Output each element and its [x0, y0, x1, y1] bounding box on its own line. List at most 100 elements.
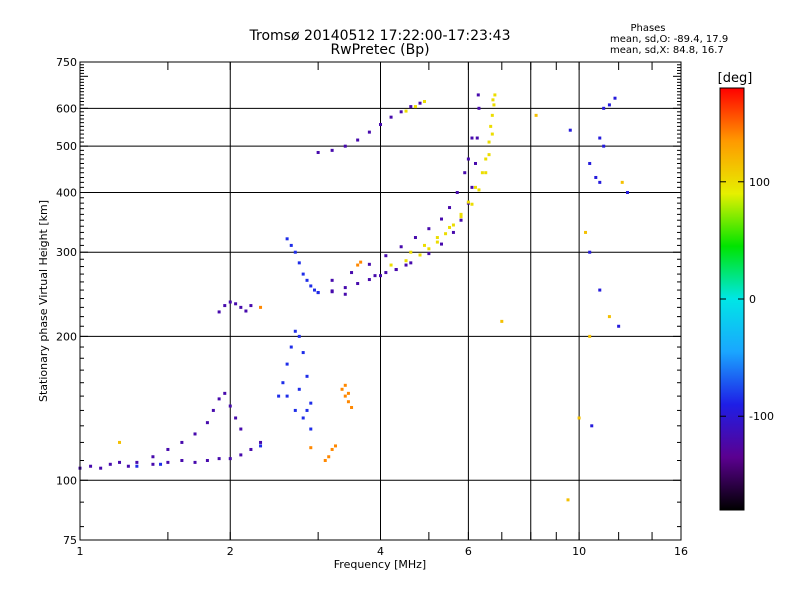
- data-point: [440, 217, 444, 221]
- data-point: [356, 138, 360, 142]
- y-tick-labels: 75 100 200 300 400 500 600 750: [56, 56, 77, 547]
- data-point: [343, 383, 347, 387]
- data-point: [350, 405, 354, 409]
- x-axis-label: Frequency [MHz]: [334, 558, 426, 571]
- data-point: [451, 230, 455, 234]
- data-point: [346, 400, 350, 404]
- data-point: [343, 394, 347, 398]
- colorbar-tick-label: 0: [749, 293, 756, 306]
- data-point: [389, 263, 393, 267]
- y-tick-label: 750: [56, 56, 77, 69]
- data-point: [480, 171, 484, 175]
- data-point: [118, 460, 122, 464]
- data-point: [340, 387, 344, 391]
- data-point: [473, 161, 477, 165]
- data-point: [323, 458, 327, 462]
- data-point: [477, 188, 481, 192]
- data-point: [384, 271, 388, 275]
- data-point: [427, 247, 431, 251]
- y-tick-label: 400: [56, 186, 77, 199]
- data-point: [281, 381, 285, 385]
- data-point: [409, 250, 413, 254]
- data-point: [346, 391, 350, 395]
- data-point: [309, 427, 313, 431]
- data-point: [459, 215, 463, 219]
- data-point: [297, 387, 301, 391]
- data-point: [409, 105, 413, 109]
- data-point: [244, 309, 248, 313]
- x-tick-labels: 1 2 4 6 10 16: [77, 545, 689, 558]
- data-point: [228, 300, 232, 304]
- data-point: [594, 175, 598, 179]
- data-point: [413, 236, 417, 240]
- data-point: [566, 498, 570, 502]
- data-point: [301, 351, 305, 355]
- data-point: [534, 113, 538, 117]
- data-point: [99, 466, 103, 470]
- data-point: [285, 394, 289, 398]
- data-point: [234, 302, 238, 306]
- data-point: [435, 236, 439, 240]
- phase-colorbar: [deg] -100 0 100: [718, 71, 774, 511]
- data-point: [367, 262, 371, 266]
- data-point: [475, 136, 479, 140]
- data-point: [249, 447, 253, 451]
- y-axis-label: Stationary phase Virtual Height [km]: [37, 200, 50, 402]
- data-point: [448, 206, 452, 210]
- phase-stats-x: mean, sd,X: 84.8, 16.7: [610, 45, 724, 56]
- data-point: [427, 252, 431, 256]
- data-point: [277, 394, 281, 398]
- data-point: [367, 130, 371, 134]
- data-point: [422, 100, 426, 104]
- data-point: [126, 464, 130, 468]
- data-point: [625, 190, 629, 194]
- data-point: [217, 310, 221, 314]
- phase-stats-title: Phases: [630, 23, 665, 34]
- data-point: [602, 106, 606, 110]
- data-point: [399, 245, 403, 249]
- data-point: [343, 292, 347, 296]
- data-point: [118, 440, 122, 444]
- data-point: [470, 185, 474, 189]
- data-point: [333, 444, 337, 448]
- data-point: [459, 212, 463, 216]
- data-point: [193, 432, 197, 436]
- data-point: [205, 421, 209, 425]
- data-point: [607, 315, 611, 319]
- data-point: [484, 157, 488, 161]
- data-point: [297, 261, 301, 265]
- data-point: [330, 447, 334, 451]
- data-point: [588, 250, 592, 254]
- data-point: [493, 93, 497, 97]
- data-point: [234, 416, 238, 420]
- data-point: [327, 455, 331, 459]
- data-point: [166, 460, 170, 464]
- data-point: [151, 462, 155, 466]
- data-point: [435, 240, 439, 244]
- y-tick-label: 200: [56, 330, 77, 343]
- data-point: [476, 93, 480, 97]
- data-point: [312, 288, 316, 292]
- data-point: [301, 272, 305, 276]
- data-point: [490, 113, 494, 117]
- data-point: [598, 136, 602, 140]
- data-point: [384, 254, 388, 258]
- data-point: [135, 464, 139, 468]
- data-point: [470, 202, 474, 206]
- data-point: [166, 447, 170, 451]
- data-point: [89, 464, 93, 468]
- data-point: [477, 106, 481, 110]
- data-point: [491, 98, 495, 102]
- colorbar-label: [deg]: [718, 71, 753, 86]
- x-tick-label: 2: [227, 545, 234, 558]
- data-point: [330, 289, 334, 293]
- data-point: [305, 278, 309, 282]
- data-point: [399, 110, 403, 114]
- y-tick-label: 500: [56, 140, 77, 153]
- data-point: [330, 148, 334, 152]
- chart-title-block: Tromsø 20140512 17:22:00-17:23:43 RwPret…: [249, 28, 511, 58]
- data-point: [463, 171, 467, 175]
- data-point: [427, 227, 431, 231]
- data-point: [228, 457, 232, 461]
- data-point: [211, 408, 215, 412]
